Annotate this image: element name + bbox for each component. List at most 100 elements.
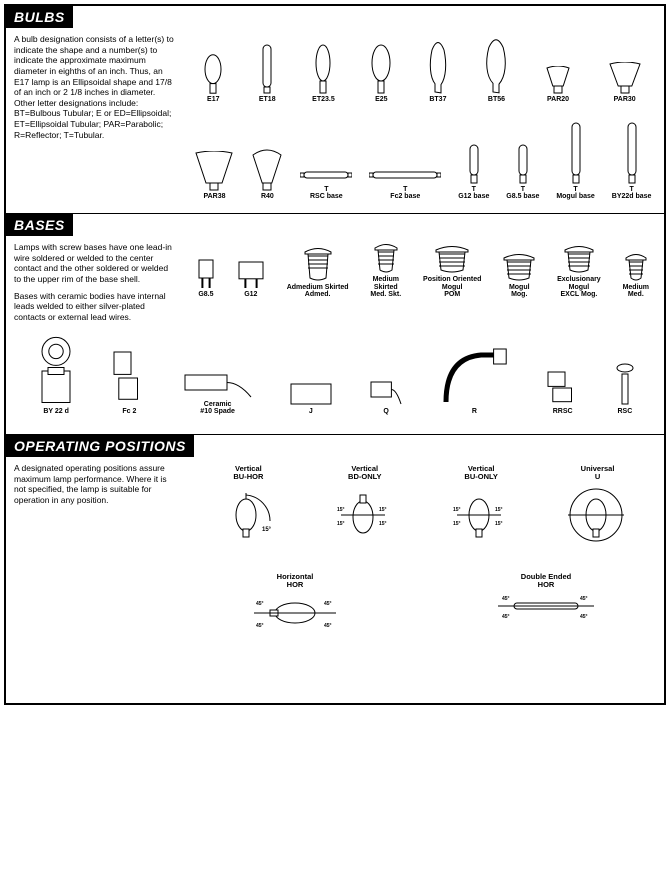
glyph-icon — [300, 170, 352, 184]
item-label: Double EndedHOR — [521, 573, 571, 589]
base-q: Q — [369, 376, 403, 416]
glyph-icon — [428, 39, 448, 94]
base-medium: MediumMed. — [623, 254, 649, 299]
bulbs-description: A bulb designation consists of a letter(… — [6, 32, 182, 144]
base-position-oriented: Position OrientedMogulPOM — [423, 246, 481, 299]
bulb-t: TMogul base — [556, 122, 595, 201]
svg-text:45°: 45° — [580, 596, 588, 602]
bases-row-2: BY 22 dFc 2Ceramic#10 SpadeJQRRRSCRSC — [6, 326, 664, 426]
glyph-icon: 45°45°45°45° — [250, 591, 340, 637]
svg-text:15°: 15° — [453, 507, 461, 513]
svg-text:45°: 45° — [580, 614, 588, 620]
item-label: BY 22 d — [43, 408, 69, 416]
svg-text:15°: 15° — [453, 521, 461, 527]
item-label: MogulMog. — [509, 284, 530, 299]
item-label: R — [472, 408, 477, 416]
base-j: J — [289, 382, 333, 416]
glyph-icon — [237, 261, 265, 289]
item-label: HorizontalHOR — [277, 573, 314, 589]
bulb-t: TG8.5 base — [506, 144, 539, 201]
item-label: PAR20 — [547, 96, 569, 104]
glyph-icon — [304, 248, 332, 282]
item-label: RRSC — [553, 408, 573, 416]
svg-text:15°: 15° — [379, 507, 387, 513]
glyph-icon — [616, 362, 634, 406]
base-exclusionary: ExclusionaryMogulEXCL Mog. — [557, 246, 601, 299]
glyph-icon: 45°45°45°45° — [496, 591, 596, 623]
glyph-icon: 15°15°15°15° — [449, 483, 513, 545]
item-label: RSC — [617, 408, 632, 416]
item-label: TG8.5 base — [506, 186, 539, 201]
glyph-icon — [439, 346, 509, 406]
glyph-icon — [625, 122, 639, 184]
item-label: MediumMed. — [623, 284, 649, 299]
op-universal: UniversalU — [566, 465, 630, 545]
bulb-r40: R40 — [251, 149, 283, 201]
glyph-icon: 15°15°15°15° — [333, 483, 397, 545]
base-admedium-skirted: Admedium SkirtedAdmed. — [287, 248, 349, 299]
svg-text:45°: 45° — [324, 623, 332, 629]
item-label: BT37 — [429, 96, 446, 104]
glyph-icon — [289, 382, 333, 406]
glyph-icon — [36, 336, 76, 406]
bulb-t: TG12 base — [458, 144, 489, 201]
item-label: VerticalBD-ONLY — [348, 465, 381, 481]
bases-section: BASES Lamps with screw bases have one le… — [6, 214, 664, 435]
bulb-t: TBY22d base — [612, 122, 652, 201]
operating-row-2: HorizontalHOR 45° 45° 45° 45° Double EndedHOR… — [182, 569, 664, 641]
item-label: E25 — [375, 96, 387, 104]
bases-desc-1: Lamps with screw bases have one lead-in … — [14, 242, 174, 285]
glyph-icon — [484, 36, 508, 94]
glyph-icon — [197, 259, 215, 289]
item-label: Admedium SkirtedAdmed. — [287, 284, 349, 299]
svg-text:45°: 45° — [256, 601, 264, 607]
base-ceramic: Ceramic#10 Spade — [183, 369, 253, 416]
bulbs-header: BULBS — [6, 6, 73, 28]
operating-row-1: VerticalBU-HOR15°VerticalBD-ONLY15°15°15… — [182, 461, 664, 549]
svg-text:15°: 15° — [337, 521, 345, 527]
glyph-icon — [435, 246, 469, 274]
glyph-icon — [569, 122, 583, 184]
base-r: R — [439, 346, 509, 416]
bulb-et23-5: ET23.5 — [312, 44, 335, 104]
glyph-icon — [516, 144, 530, 184]
base-rsc: RSC — [616, 362, 634, 416]
bases-description: Lamps with screw bases have one lead-in … — [6, 240, 182, 326]
glyph-icon — [315, 44, 331, 94]
bulb-par38: PAR38 — [194, 151, 234, 201]
base-medium: MediumSkirtedMed. Skt. — [370, 244, 401, 299]
svg-text:15°: 15° — [337, 507, 345, 513]
item-label: Position OrientedMogulPOM — [423, 276, 481, 299]
glyph-icon — [503, 254, 535, 282]
base-g8-5: G8.5 — [197, 259, 215, 299]
item-label: TMogul base — [556, 186, 595, 201]
item-label: UniversalU — [581, 465, 615, 481]
bulb-bt56: BT56 — [484, 36, 508, 104]
glyph-icon: 15° — [216, 483, 280, 545]
bulb-t: TRSC base — [300, 170, 352, 201]
bulbs-row-2: PAR38 R40 TRSC base TFc2 base TG12 base TG8.5… — [182, 118, 664, 205]
base-rrsc: RRSC — [546, 370, 580, 416]
item-label: ET23.5 — [312, 96, 335, 104]
glyph-icon — [194, 151, 234, 191]
item-label: TFc2 base — [390, 186, 420, 201]
op-vertical: VerticalBD-ONLY15°15°15°15° — [333, 465, 397, 545]
svg-text:45°: 45° — [502, 596, 510, 602]
bases-desc-2: Bases with ceramic bodies have internal … — [14, 291, 174, 323]
bulb-bt37: BT37 — [428, 39, 448, 104]
bases-row-1: G8.5 G12 Admedium SkirtedAdmed. MediumSkirt… — [182, 240, 664, 303]
glyph-icon — [625, 254, 647, 282]
item-label: ExclusionaryMogulEXCL Mog. — [557, 276, 601, 299]
bulb-par20: PAR20 — [545, 66, 571, 104]
item-label: G8.5 — [198, 291, 213, 299]
base-g12: G12 — [237, 261, 265, 299]
item-label: MediumSkirtedMed. Skt. — [370, 276, 401, 299]
item-label: TBY22d base — [612, 186, 652, 201]
bulb-par30: PAR30 — [608, 62, 642, 104]
base-by-22-d: BY 22 d — [36, 336, 76, 416]
operating-description: A designated operating positions assure … — [6, 461, 182, 510]
glyph-icon — [608, 62, 642, 94]
op-horizontal: HorizontalHOR45°45°45°45° — [250, 573, 340, 637]
op-double-ended: Double EndedHOR45°45°45°45° — [496, 573, 596, 637]
glyph-icon — [546, 370, 580, 406]
